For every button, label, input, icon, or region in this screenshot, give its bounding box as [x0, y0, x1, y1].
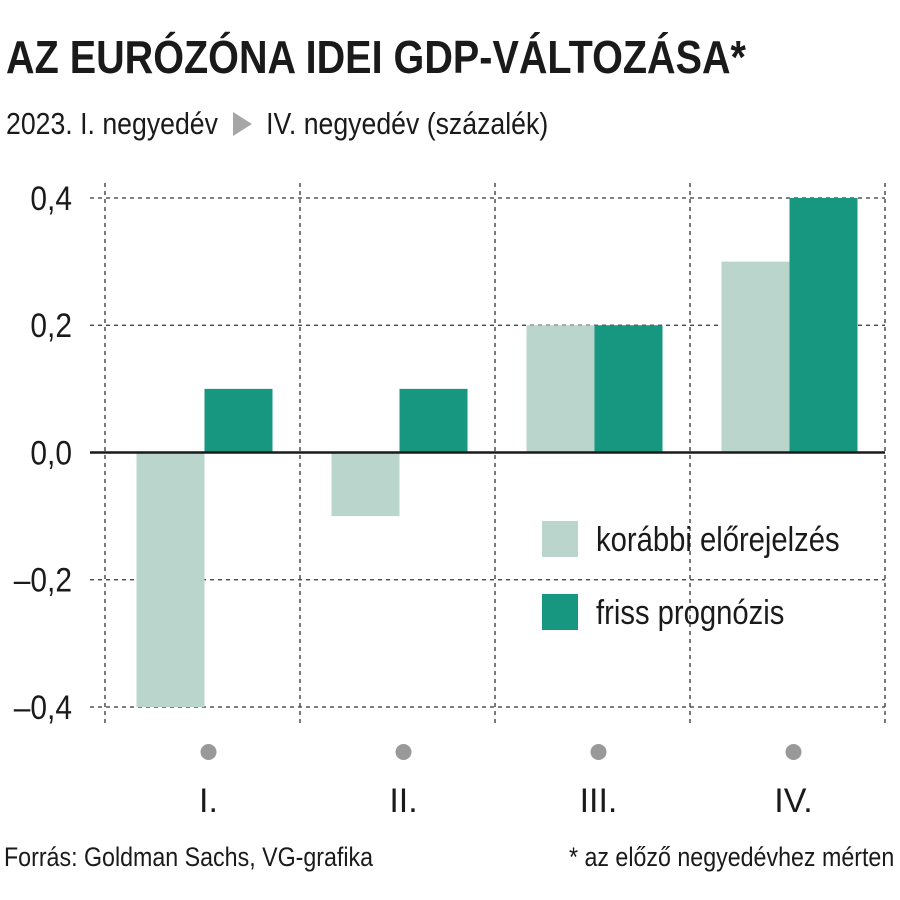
- category-marker-dot: [200, 744, 217, 760]
- bar-previous-4: [721, 261, 790, 453]
- bar-fresh-4: [789, 198, 858, 453]
- bar-previous-2: [331, 452, 400, 517]
- chart-grid: [90, 183, 886, 727]
- chart-bars: [136, 198, 858, 707]
- bar-previous-3: [526, 325, 595, 453]
- legend-swatch-previous: [542, 521, 578, 557]
- x-tick-label: I.: [199, 782, 218, 820]
- triangle-arrow-icon: [233, 112, 253, 136]
- category-marker-dot: [395, 744, 412, 760]
- chart-legend: korábbi előrejelzés friss prognózis: [542, 520, 840, 632]
- chart-subtitle: 2023. I. negyedév IV. negyedév (százalék): [6, 106, 548, 142]
- footnote: * az előző negyedévhez mérten: [568, 842, 894, 872]
- y-tick-label: 0,2: [30, 306, 72, 344]
- subtitle-start: 2023. I. negyedév: [6, 106, 218, 141]
- bar-fresh-2: [399, 388, 468, 453]
- legend-label: friss prognózis: [596, 593, 784, 632]
- x-tick-label: II.: [389, 782, 417, 820]
- bar-chart: 0,4 0,2 0,0 –0,2 –0,4 I. II. III. IV. korábbi e…: [14, 179, 886, 820]
- y-tick-label: 0,0: [30, 434, 72, 472]
- x-tick-label: IV.: [774, 782, 812, 820]
- legend-swatch-fresh: [542, 594, 578, 630]
- category-marker-dot: [785, 744, 802, 760]
- source-note: Forrás: Goldman Sachs, VG-grafika: [4, 842, 374, 872]
- y-axis-tick-labels: 0,4 0,2 0,0 –0,2 –0,4: [14, 179, 72, 726]
- y-tick-label: –0,2: [14, 561, 72, 599]
- legend-label: korábbi előrejelzés: [596, 520, 840, 559]
- x-tick-label: III.: [580, 782, 618, 820]
- bar-fresh-3: [594, 325, 663, 453]
- chart-title: AZ EURÓZÓNA IDEI GDP-VÁLTOZÁSA*: [6, 31, 746, 83]
- y-tick-label: 0,4: [30, 179, 72, 217]
- subtitle-end: IV. negyedév (százalék): [266, 106, 549, 141]
- y-tick-label: –0,4: [14, 688, 72, 726]
- bar-fresh-1: [204, 388, 273, 453]
- category-marker-dot: [590, 744, 607, 760]
- bar-previous-1: [136, 452, 205, 707]
- x-axis: I. II. III. IV.: [199, 744, 813, 820]
